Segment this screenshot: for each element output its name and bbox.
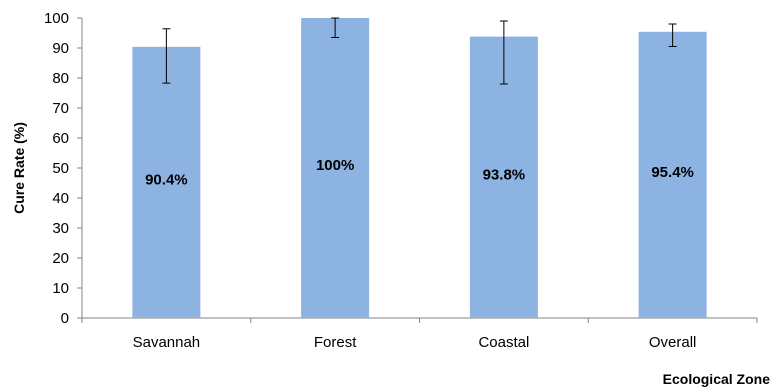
y-tick-label: 80 (52, 70, 69, 87)
bar-forest (301, 18, 370, 318)
y-tick-label: 10 (52, 280, 69, 297)
bar-overall (638, 31, 707, 319)
plot-area: 0 10 20 30 40 50 60 70 80 90 100 90.4% Savannah 100% F… (44, 10, 758, 351)
x-category-label: Forest (314, 334, 357, 351)
bar-savannah (132, 46, 201, 319)
y-tick-label: 50 (52, 160, 69, 177)
data-label: 95.4% (651, 164, 694, 181)
y-axis-title: Cure Rate (%) (11, 122, 27, 214)
y-tick-label: 100 (44, 10, 69, 27)
y-tick-label: 60 (52, 130, 69, 147)
x-category-label: Savannah (133, 334, 201, 351)
data-label: 90.4% (145, 171, 188, 188)
x-axis-title: Ecological Zone (663, 371, 771, 387)
data-label: 100% (316, 157, 354, 174)
x-category-label: Coastal (478, 334, 529, 351)
y-tick-label: 30 (52, 220, 69, 237)
y-tick-label: 20 (52, 250, 69, 267)
y-tick-label: 0 (61, 310, 69, 327)
y-tick-label: 90 (52, 40, 69, 57)
y-tick-label: 40 (52, 190, 69, 207)
y-tick-label: 70 (52, 100, 69, 117)
data-label: 93.8% (483, 166, 526, 183)
x-category-label: Overall (649, 334, 697, 351)
